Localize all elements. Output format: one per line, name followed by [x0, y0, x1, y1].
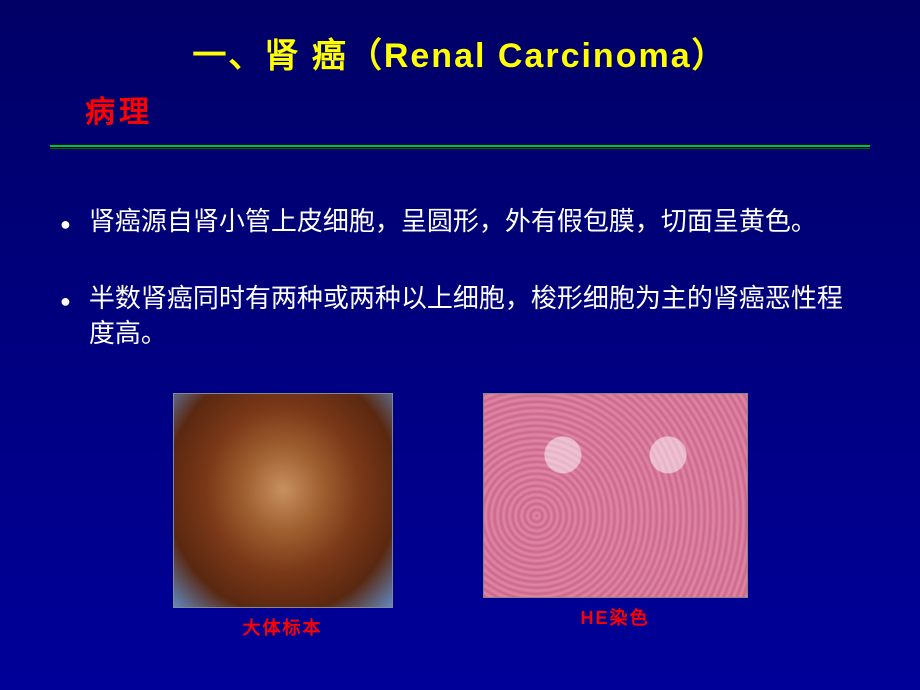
images-row: 大体标本 HE染色 — [60, 393, 860, 640]
title-paren-open: （ — [348, 37, 384, 75]
he-stain-caption: HE染色 — [580, 604, 649, 630]
he-stain-block: HE染色 — [483, 393, 748, 640]
gross-specimen-block: 大体标本 — [173, 393, 393, 640]
he-prefix: HE — [580, 608, 609, 628]
title-paren-close: ） — [692, 37, 728, 75]
slide-subtitle: 病理 — [85, 87, 920, 131]
title-divider — [50, 145, 870, 149]
gross-specimen-image — [173, 393, 393, 608]
bullet-marker: ● — [60, 289, 71, 313]
gross-specimen-caption: 大体标本 — [243, 614, 323, 640]
bullet-text: 肾癌源自肾小管上皮细胞，呈圆形，外有假包膜，切面呈黄色。 — [89, 204, 860, 239]
slide-title: 一、肾 癌（Renal Carcinoma） — [0, 0, 920, 77]
he-stain-image — [483, 393, 748, 598]
bullet-text: 半数肾癌同时有两种或两种以上细胞，梭形细胞为主的肾癌恶性程度高。 — [89, 281, 860, 351]
bullet-item: ● 肾癌源自肾小管上皮细胞，呈圆形，外有假包膜，切面呈黄色。 — [60, 204, 860, 239]
he-suffix: 染色 — [610, 608, 650, 628]
bullet-item: ● 半数肾癌同时有两种或两种以上细胞，梭形细胞为主的肾癌恶性程度高。 — [60, 281, 860, 351]
title-chinese: 一、肾 癌 — [192, 37, 347, 75]
title-english: Renal Carcinoma — [384, 37, 692, 75]
content-area: ● 肾癌源自肾小管上皮细胞，呈圆形，外有假包膜，切面呈黄色。 ● 半数肾癌同时有… — [60, 204, 860, 640]
bullet-marker: ● — [60, 212, 71, 236]
